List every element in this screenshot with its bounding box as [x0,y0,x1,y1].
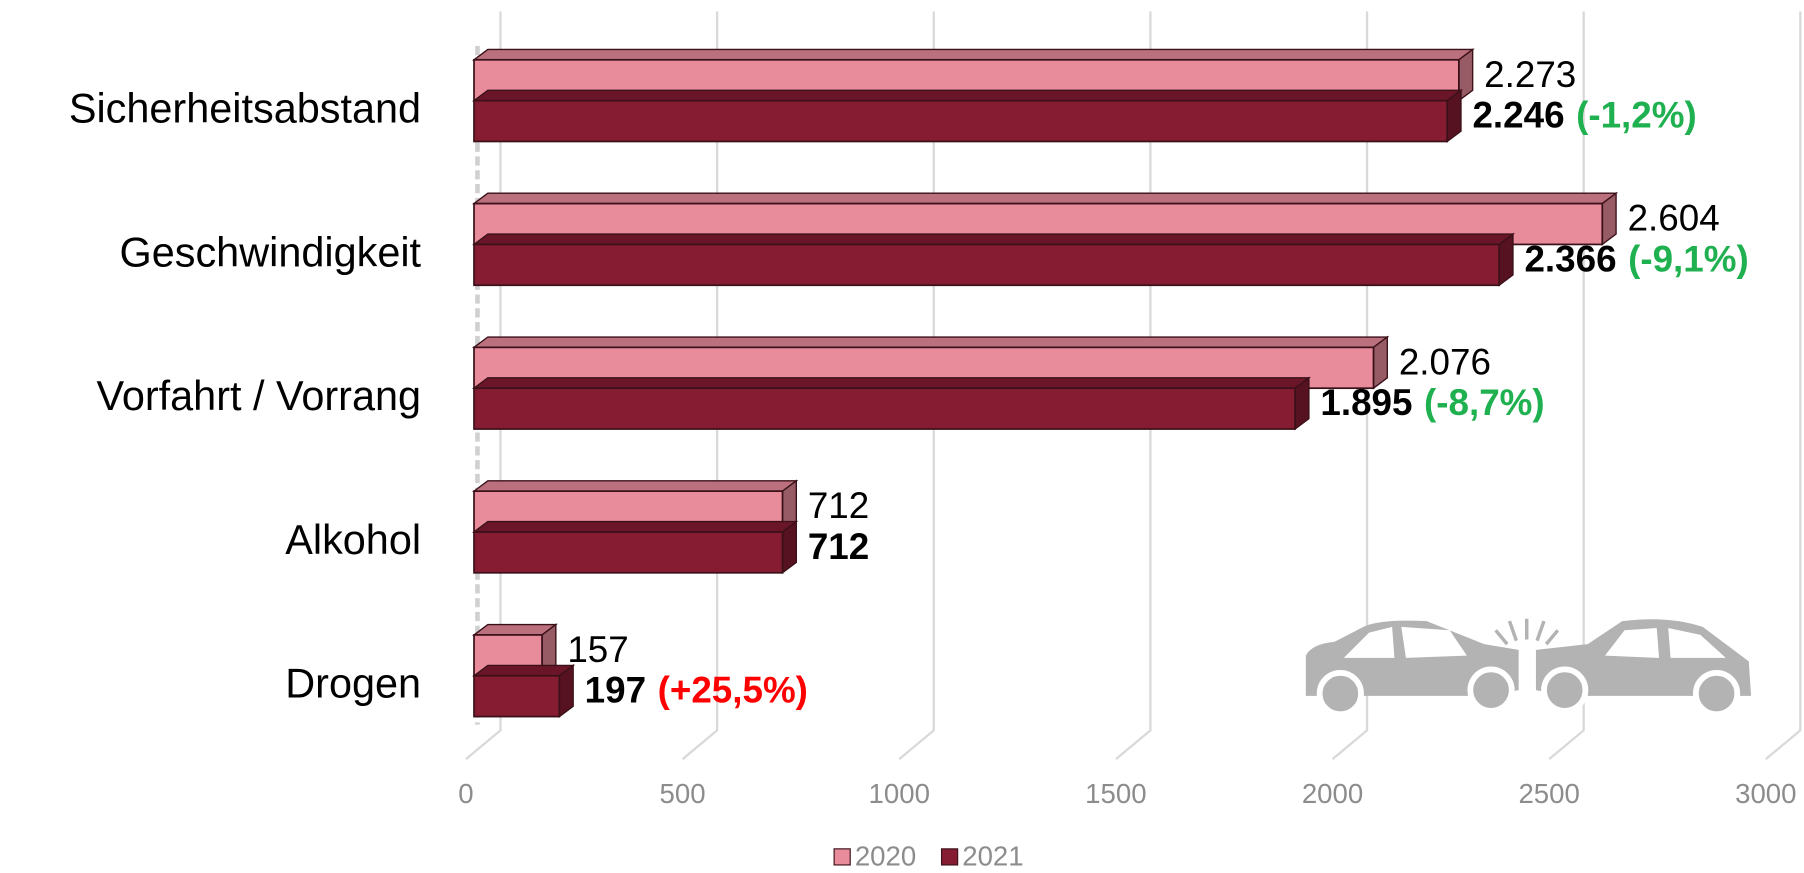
x-tick-label: 2000 [1302,778,1363,809]
bar-top [471,48,1475,61]
bar-top [471,520,799,533]
bar-top [471,89,1464,102]
value-label-group: 712 [808,526,869,567]
x-tick-label: 0 [458,778,473,809]
category-label: Sicherheitsabstand [69,86,421,132]
value-label-group: 2.246 (-1,2%) [1472,94,1696,135]
x-tick-label: 500 [660,778,706,809]
value-label: 157 [567,629,628,670]
x-tick-label: 3000 [1735,778,1796,809]
legend-swatch [940,848,959,866]
bar-top [471,377,1311,389]
legend-label: 2021 [962,840,1023,871]
bar [471,376,1311,431]
category-label: Vorfahrt / Vorrang [96,373,421,419]
value-label: 2.076 [1399,341,1491,382]
bar-top [471,664,576,677]
bar [471,664,576,718]
value-label: 712 [808,526,869,567]
value-label-group: 1.895 (-8,7%) [1320,382,1544,423]
value-label: 2.604 [1628,197,1720,238]
change-annotation: (-9,1%) [1628,238,1749,279]
bar-top [471,192,1619,205]
category-label: Geschwindigkeit [120,229,422,275]
legend: 2020 2021 [833,840,1024,871]
bar-top [471,233,1516,246]
x-tick-label: 2500 [1518,778,1579,809]
bar [471,88,1464,143]
value-label: 712 [808,485,869,526]
category-label: Alkohol [285,517,421,563]
value-label: 2.246 [1472,94,1564,135]
bar [471,232,1516,287]
bar-top [471,336,1390,349]
bar-top [471,480,799,492]
value-label-group: 197 (+25,5%) [585,669,808,710]
value-label-group: 157 [567,629,628,670]
change-annotation: (-8,7%) [1424,382,1545,423]
value-label-group: 2.076 [1399,341,1491,382]
x-tick-label: 1000 [869,778,930,809]
value-label-group: 2.366 (-9,1%) [1524,238,1748,279]
category-label: Drogen [285,661,421,707]
value-label: 197 [585,669,646,710]
bar-front [473,674,561,718]
value-label: 1.895 [1320,382,1412,423]
change-annotation: (+25,5%) [658,669,808,710]
value-label: 2.273 [1484,53,1576,94]
grid-line [1765,11,1802,761]
bar-front [473,243,1501,287]
bar-front [473,531,784,574]
crash-icon [1305,618,1752,718]
legend-label: 2020 [855,840,916,871]
bar [471,520,799,575]
value-label-group: 712 [808,485,869,526]
x-tick-label: 1500 [1085,778,1146,809]
bar-front [473,387,1296,430]
bar-front [473,99,1449,143]
legend-swatch [833,848,851,866]
value-label-group: 2.273 [1484,53,1576,94]
change-annotation: (-1,2%) [1576,94,1697,135]
grid-line [1548,11,1585,761]
value-label: 2.366 [1524,238,1616,279]
value-label-group: 2.604 [1628,197,1720,238]
